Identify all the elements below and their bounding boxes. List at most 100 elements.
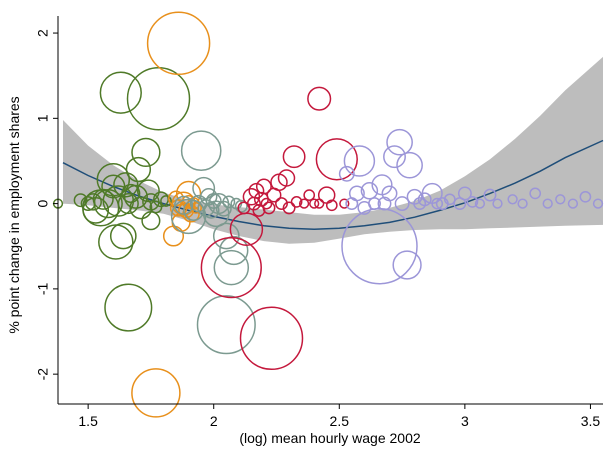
data-point-series-1 — [123, 184, 148, 209]
data-point-series-5 — [377, 196, 392, 211]
data-point-series-4 — [339, 198, 350, 209]
data-point-series-4 — [282, 145, 306, 169]
data-point-series-4 — [229, 212, 264, 246]
data-point-series-5 — [592, 198, 604, 209]
data-point-series-1 — [136, 179, 160, 203]
data-point-series-4 — [275, 197, 288, 211]
x-tick-label: 3.5 — [581, 413, 601, 429]
data-point-series-2 — [146, 11, 211, 76]
bubble-layer — [52, 11, 604, 418]
data-point-series-4 — [307, 86, 332, 111]
data-point-series-1 — [121, 183, 141, 203]
data-point-series-4 — [325, 199, 338, 212]
data-point-series-5 — [466, 196, 479, 208]
data-point-series-2 — [181, 194, 196, 209]
data-point-series-1 — [104, 283, 153, 332]
data-point-series-1 — [117, 193, 139, 215]
data-point-series-4 — [248, 182, 265, 199]
fit-line — [62, 139, 604, 230]
data-point-series-3 — [219, 235, 249, 266]
data-point-series-5 — [413, 197, 427, 211]
data-point-series-2 — [131, 368, 181, 418]
data-point-series-4 — [277, 169, 296, 187]
data-point-series-1 — [96, 162, 131, 197]
data-point-series-4 — [255, 178, 272, 195]
data-point-series-5 — [343, 145, 376, 177]
fit-line-layer — [62, 139, 604, 230]
data-point-series-5 — [529, 187, 542, 200]
data-point-series-5 — [341, 207, 418, 285]
data-point-series-5 — [431, 197, 444, 210]
data-point-series-4 — [290, 196, 303, 208]
x-tick-label: 2 — [210, 413, 218, 429]
data-point-series-1 — [73, 193, 88, 208]
data-point-series-5 — [492, 198, 503, 209]
data-point-series-5 — [381, 185, 398, 202]
data-point-series-5 — [383, 145, 406, 169]
data-point-series-5 — [360, 182, 379, 200]
data-point-series-1 — [131, 137, 161, 168]
data-point-series-5 — [457, 186, 472, 201]
data-point-series-5 — [348, 185, 365, 202]
data-point-series-1 — [109, 222, 137, 250]
data-point-series-4 — [239, 306, 304, 371]
data-point-series-5 — [386, 128, 413, 156]
data-point-series-3 — [213, 249, 250, 286]
data-point-series-5 — [507, 194, 518, 205]
data-point-series-4 — [262, 201, 276, 215]
y-tick-label: -1 — [35, 282, 51, 295]
data-point-series-5 — [394, 196, 410, 212]
data-point-series-1 — [125, 156, 152, 183]
data-point-series-5 — [417, 192, 432, 207]
data-point-series-5 — [517, 198, 528, 209]
data-point-series-1 — [98, 224, 134, 260]
data-point-series-5 — [396, 151, 423, 179]
data-point-series-4 — [309, 198, 320, 209]
data-point-series-3 — [205, 193, 222, 209]
data-point-series-4 — [315, 138, 358, 181]
data-point-series-1 — [126, 66, 191, 131]
data-point-series-3 — [222, 195, 236, 209]
y-tick-label: 2 — [35, 29, 51, 37]
data-point-series-3 — [196, 295, 256, 355]
data-point-series-1 — [129, 196, 153, 220]
data-point-series-5 — [338, 165, 355, 182]
data-point-series-2 — [162, 225, 185, 247]
data-point-series-4 — [298, 198, 310, 209]
data-point-series-5 — [474, 198, 486, 209]
y-tick-label: -2 — [35, 368, 51, 381]
data-point-series-3 — [234, 199, 248, 213]
y-tick-label: 1 — [35, 114, 51, 122]
data-point-series-1 — [84, 193, 102, 211]
x-tick-label: 2.5 — [330, 413, 350, 429]
x-tick-label: 3 — [461, 413, 469, 429]
data-point-series-1 — [141, 211, 161, 231]
data-point-series-4 — [282, 201, 296, 215]
data-point-series-5 — [392, 250, 422, 280]
data-point-series-1 — [92, 188, 114, 210]
data-point-series-5 — [567, 198, 579, 209]
data-point-series-5 — [443, 193, 456, 206]
data-point-series-3 — [212, 222, 240, 250]
data-point-series-1 — [99, 71, 142, 114]
data-point-series-5 — [483, 188, 497, 202]
axis-layer: 1.5 2 2.5 3 3.5 2 1 0 -1 -2 — [35, 16, 603, 429]
y-axis-title: % point change in employment shares — [6, 96, 22, 333]
data-point-series-1 — [113, 172, 139, 198]
data-point-series-5 — [555, 194, 566, 205]
data-point-series-3 — [192, 176, 216, 200]
data-point-series-5 — [345, 197, 359, 211]
data-point-series-5 — [542, 198, 553, 209]
data-point-series-4 — [200, 236, 262, 299]
confidence-band-layer — [63, 56, 603, 244]
data-point-series-4 — [303, 189, 316, 201]
data-point-series-3 — [180, 130, 222, 172]
data-point-series-5 — [579, 190, 592, 203]
confidence-band — [63, 56, 603, 244]
y-tick-label: 0 — [35, 199, 51, 207]
x-tick-label: 1.5 — [78, 413, 98, 429]
data-point-series-1 — [160, 195, 172, 207]
x-axis-title: (log) mean hourly wage 2002 — [239, 430, 421, 446]
